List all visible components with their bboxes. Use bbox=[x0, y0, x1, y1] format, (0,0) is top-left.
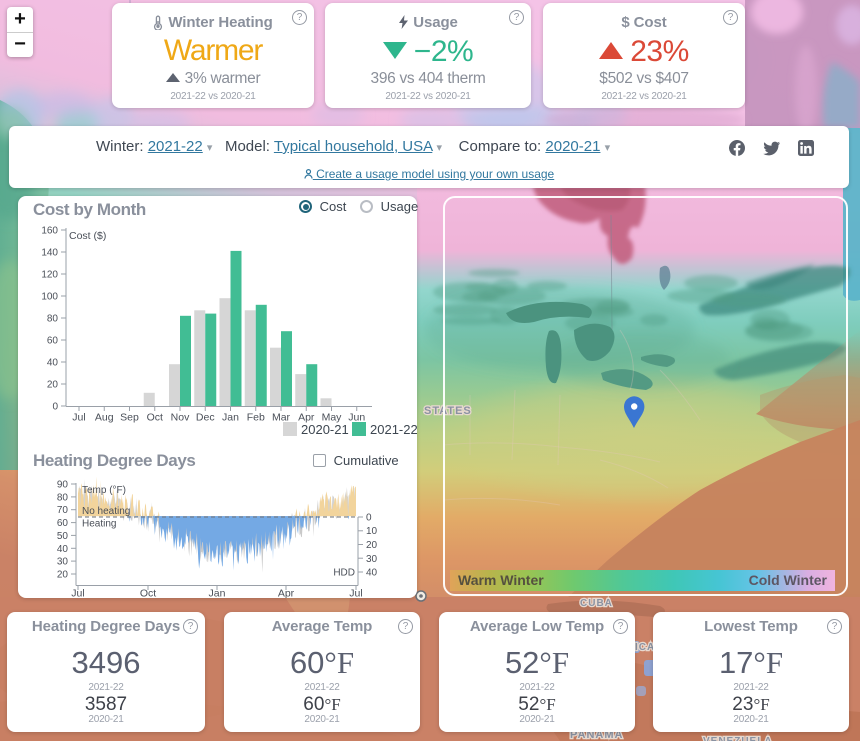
svg-text:30: 30 bbox=[366, 554, 378, 565]
svg-text:Mar: Mar bbox=[272, 412, 291, 424]
svg-text:160: 160 bbox=[41, 226, 58, 237]
svg-text:140: 140 bbox=[41, 248, 58, 259]
svg-text:40: 40 bbox=[57, 544, 69, 555]
svg-text:100: 100 bbox=[41, 292, 58, 303]
svg-text:40: 40 bbox=[47, 358, 59, 369]
svg-text:VENEZUELA: VENEZUELA bbox=[703, 736, 773, 741]
svg-text:May: May bbox=[322, 412, 343, 424]
svg-text:Cost ($): Cost ($) bbox=[69, 230, 106, 242]
svg-text:20: 20 bbox=[47, 380, 59, 391]
svg-text:STATES: STATES bbox=[424, 405, 472, 417]
svg-text:Jul: Jul bbox=[349, 588, 362, 599]
svg-text:Oct: Oct bbox=[140, 588, 156, 599]
svg-text:60: 60 bbox=[47, 336, 59, 347]
svg-text:90: 90 bbox=[57, 480, 69, 491]
svg-text:No heating: No heating bbox=[82, 506, 130, 517]
svg-text:2021-22: 2021-22 bbox=[370, 422, 417, 437]
svg-text:30: 30 bbox=[57, 557, 69, 568]
svg-text:Jun: Jun bbox=[348, 412, 365, 424]
svg-text:Jul: Jul bbox=[72, 412, 85, 424]
svg-text:120: 120 bbox=[41, 270, 58, 281]
svg-text:CUBA: CUBA bbox=[580, 598, 613, 609]
svg-text:70: 70 bbox=[57, 505, 69, 516]
svg-text:Apr: Apr bbox=[298, 412, 315, 424]
svg-text:0: 0 bbox=[52, 402, 58, 413]
svg-text:20: 20 bbox=[57, 570, 69, 581]
svg-text:HDD: HDD bbox=[333, 568, 355, 579]
svg-text:Nov: Nov bbox=[171, 412, 190, 424]
svg-text:0: 0 bbox=[366, 513, 372, 524]
svg-text:60: 60 bbox=[57, 518, 69, 529]
svg-text:80: 80 bbox=[57, 492, 69, 503]
svg-text:80: 80 bbox=[47, 314, 59, 325]
svg-text:Jul: Jul bbox=[71, 588, 84, 599]
svg-text:40: 40 bbox=[366, 568, 378, 579]
svg-text:Jan: Jan bbox=[209, 588, 226, 599]
svg-text:10: 10 bbox=[366, 526, 378, 537]
svg-text:Temp (°F): Temp (°F) bbox=[82, 485, 126, 496]
svg-text:Oct: Oct bbox=[147, 412, 163, 424]
svg-text:Jan: Jan bbox=[222, 412, 239, 424]
svg-text:Apr: Apr bbox=[278, 588, 295, 599]
svg-text:2020-21: 2020-21 bbox=[301, 422, 349, 437]
svg-text:Dec: Dec bbox=[196, 412, 215, 424]
svg-text:Heating: Heating bbox=[82, 519, 116, 530]
svg-text:50: 50 bbox=[57, 531, 69, 542]
svg-text:Feb: Feb bbox=[247, 412, 265, 424]
svg-text:Sep: Sep bbox=[120, 412, 139, 424]
svg-text:ICA: ICA bbox=[635, 642, 655, 653]
svg-text:Aug: Aug bbox=[95, 412, 114, 424]
svg-text:20: 20 bbox=[366, 540, 378, 551]
